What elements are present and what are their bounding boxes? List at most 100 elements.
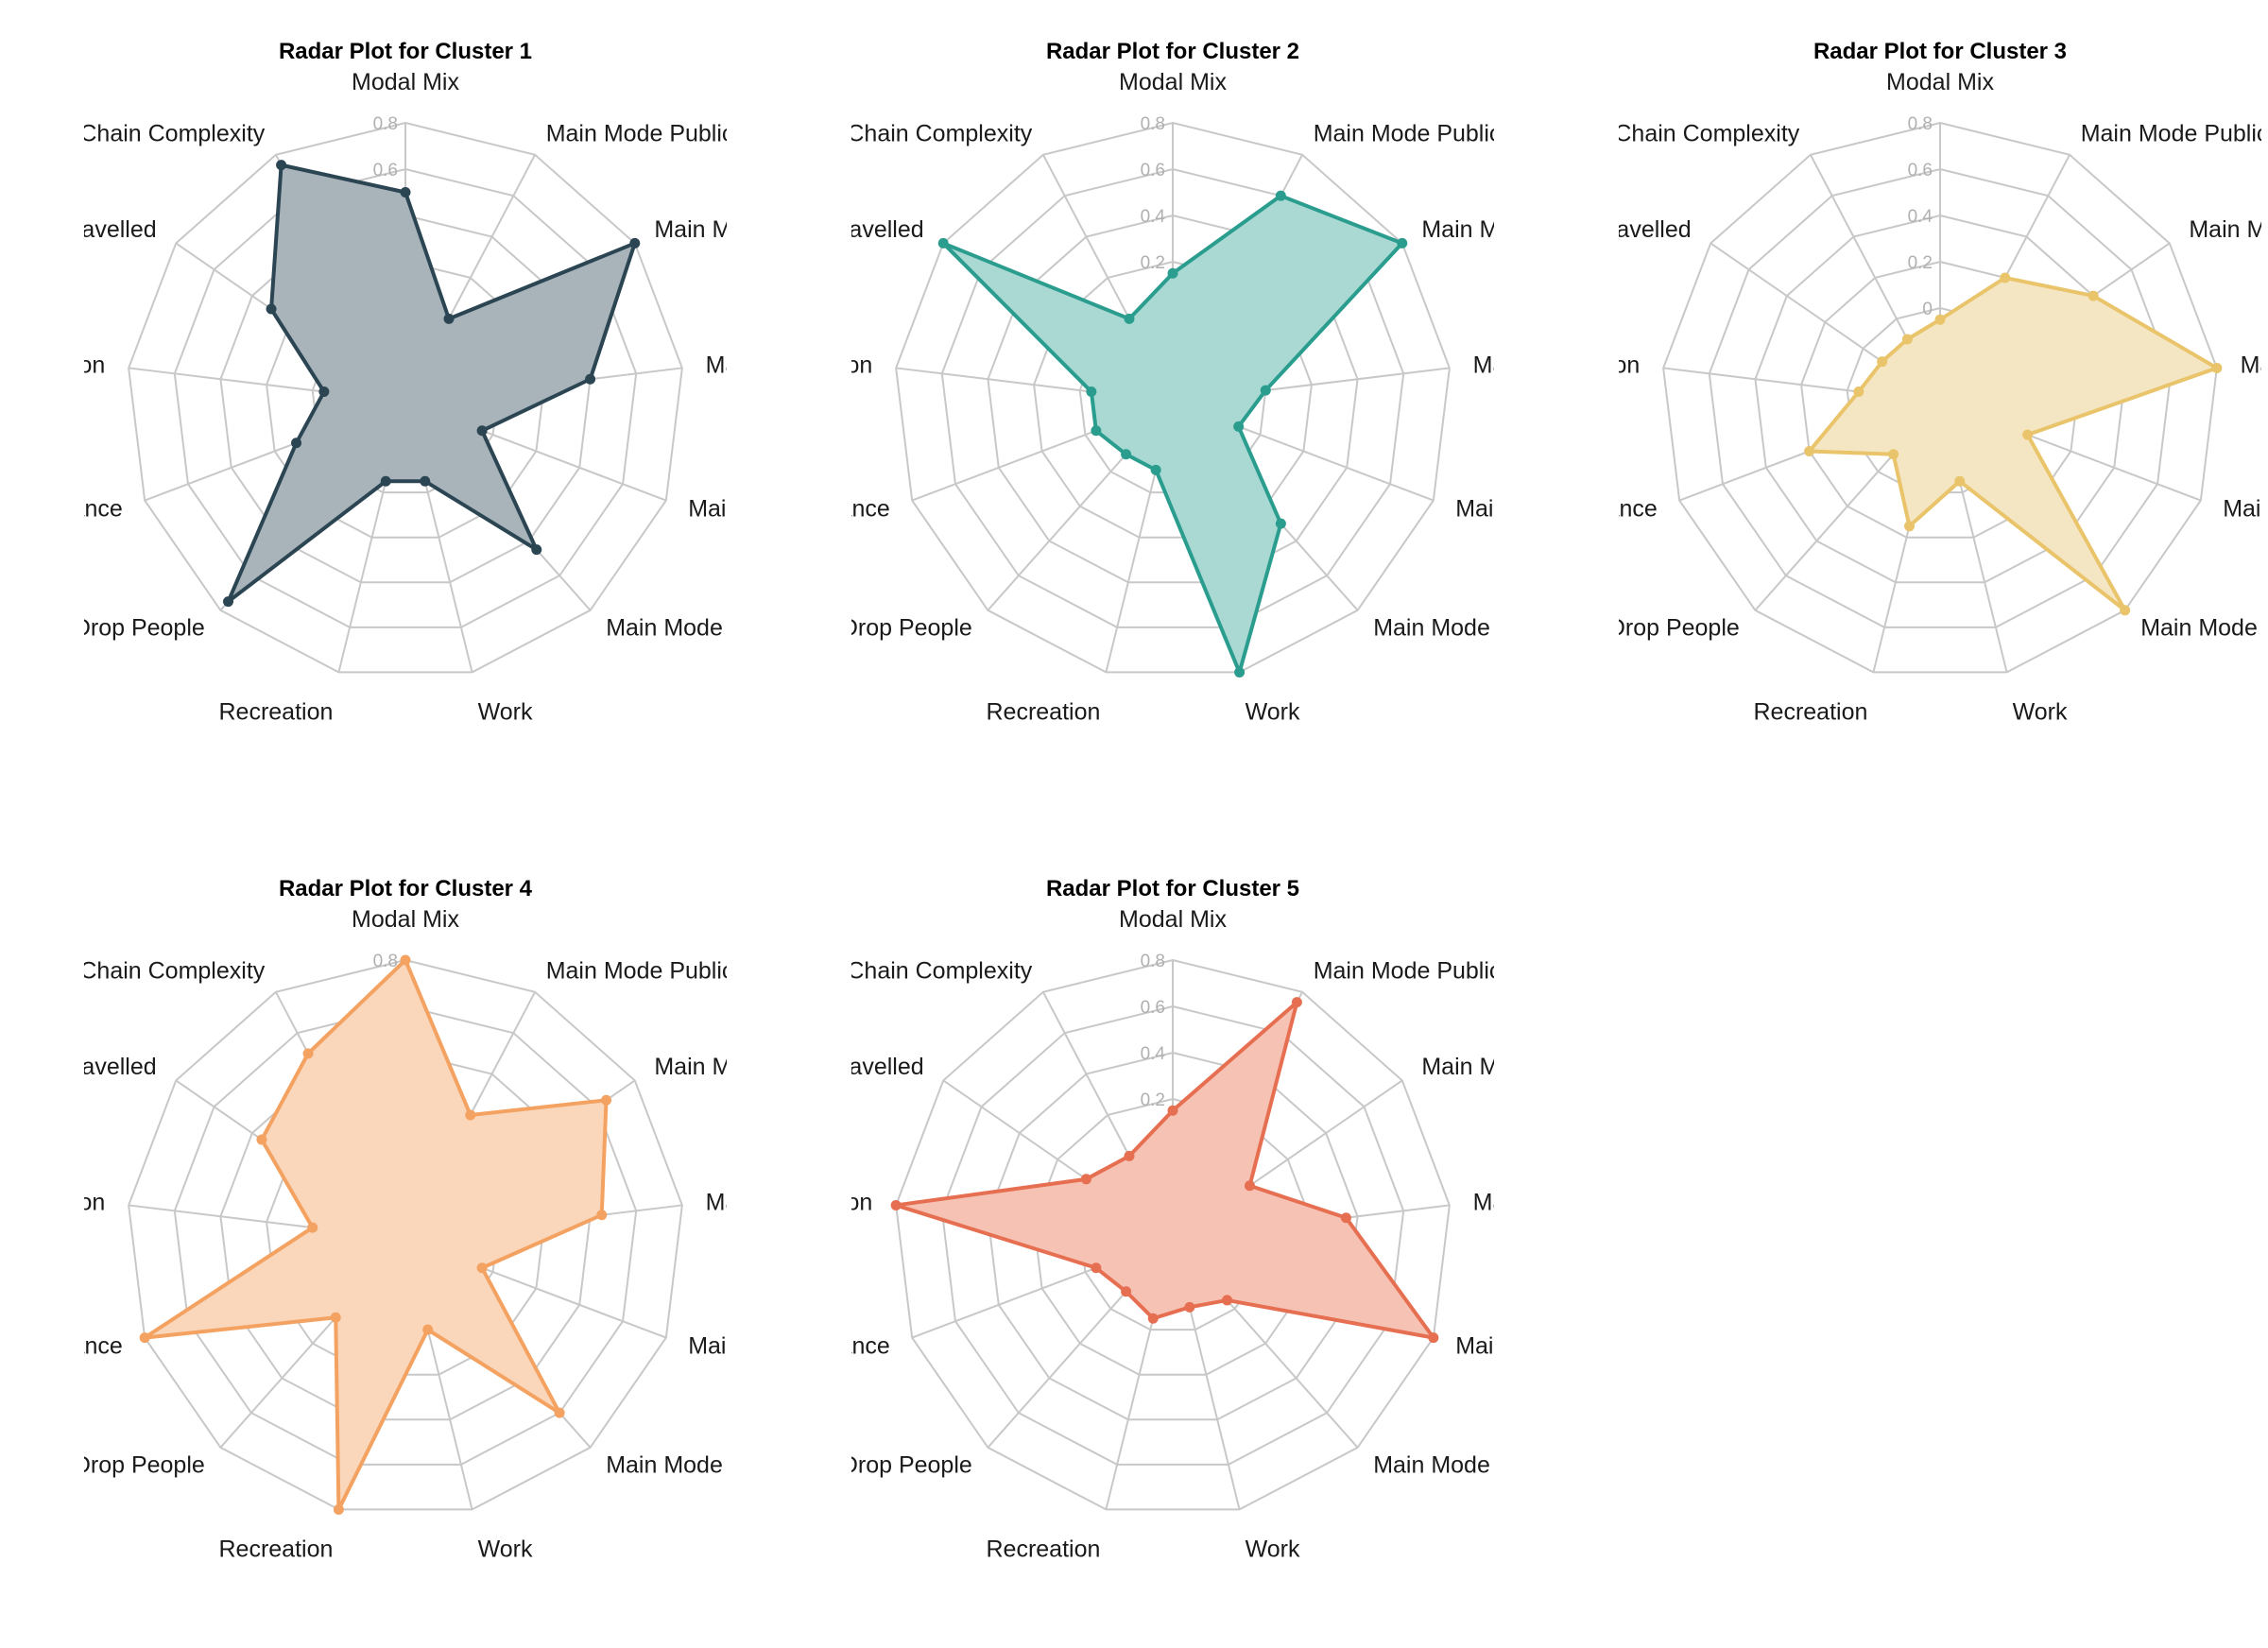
grid-ring — [128, 958, 683, 1511]
axis-label: aintenance — [7, 495, 122, 522]
data-point — [400, 187, 411, 197]
tick-label: 0.2 — [1141, 253, 1165, 273]
data-point — [1244, 1180, 1255, 1192]
data-point — [1934, 314, 1946, 325]
axis-label: aintenance — [7, 1332, 122, 1359]
data-point — [1260, 385, 1271, 396]
data-point — [380, 475, 391, 487]
series-area — [1807, 275, 2219, 612]
grid-spoke — [987, 1273, 1143, 1449]
axis-label: Main Mode c — [2241, 352, 2268, 378]
axis-label: Main Mode Electric Bike — [606, 615, 859, 642]
axis-label: Main Mode c — [706, 1189, 841, 1215]
data-point — [629, 237, 641, 249]
data-point — [1340, 1212, 1351, 1224]
data-point — [1888, 449, 1899, 460]
grid-ring — [940, 1004, 1405, 1466]
axis-label: Main Mode Public Transport — [1314, 958, 1607, 985]
data-point — [596, 1210, 608, 1221]
tick-label: 0.4 — [1908, 207, 1933, 227]
data-point — [276, 160, 287, 171]
grid-ring — [1662, 121, 2218, 674]
axis-label: aintenance — [774, 495, 889, 522]
tick-label: 0.8 — [1908, 114, 1933, 134]
data-point — [1121, 449, 1132, 460]
axis-label: stance Travelled — [752, 216, 924, 243]
chart-title: Radar Plot for Cluster 2 — [1046, 39, 1299, 64]
tick-label: 0.2 — [1908, 253, 1933, 273]
axis-label: Modal Mix — [352, 906, 459, 933]
axis-label: Chain Complexity — [847, 958, 1032, 985]
data-point — [554, 1407, 565, 1418]
tick-label: 0.4 — [1141, 207, 1166, 227]
data-point — [937, 237, 949, 249]
tick-label: 0.8 — [373, 952, 398, 971]
data-point — [1904, 521, 1916, 532]
chart-title: Radar Plot for Cluster 3 — [1813, 39, 2067, 64]
data-point — [422, 1324, 434, 1335]
data-point — [476, 1262, 488, 1274]
axis-label: Work — [478, 1536, 533, 1563]
data-point — [223, 596, 234, 608]
axis-label: Recreation — [987, 1536, 1101, 1563]
axis-label: stance Travelled — [752, 1054, 924, 1080]
tick-label: 0.6 — [1141, 998, 1165, 1018]
grid-spoke — [1182, 1284, 1241, 1510]
axis-label: Main Mode Passeng — [1421, 216, 1637, 243]
chart-title: Radar Plot for Cluster 5 — [1046, 876, 1299, 901]
data-point — [2088, 290, 2099, 301]
axis-label: Main Mode Electric Bike — [1373, 615, 1626, 642]
data-point — [333, 1503, 344, 1515]
axis-label: lucation — [24, 352, 105, 378]
grid-spoke — [1105, 447, 1163, 673]
series-area — [894, 1000, 1435, 1340]
data-point — [1091, 1262, 1102, 1274]
series-area — [143, 958, 609, 1512]
axis-label: lucation — [791, 1189, 872, 1215]
axis-label: Modal Mix — [352, 69, 459, 95]
axis-label: aintenance — [1541, 495, 1657, 522]
axis-label: aintenance — [774, 1332, 889, 1359]
axis-label: Main Mode c — [706, 352, 841, 378]
data-point — [1124, 1150, 1135, 1161]
axis-label: Modal Mix — [1119, 906, 1227, 933]
tick-label: 0.8 — [1141, 114, 1165, 134]
tick-label: 0.4 — [1141, 1044, 1166, 1064]
axis-label: Pick Drop People — [790, 615, 972, 642]
axis-label: Recreation — [1754, 699, 1868, 726]
axis-label: Work — [478, 699, 533, 726]
radar-chart-4: Radar Plot for Cluster 400.20.40.60.8Mod… — [7, 876, 841, 1563]
tick-label: 0 — [1922, 300, 1933, 319]
axis-label: Main Mode Non Ele — [2223, 495, 2268, 522]
axis-label: Main Mode Electric Bike — [1373, 1452, 1626, 1479]
data-point — [1167, 267, 1178, 279]
radar-chart-1: Radar Plot for Cluster 100.20.40.60.8Mod… — [0, 39, 859, 726]
data-point — [291, 438, 302, 449]
data-point — [1086, 386, 1097, 398]
axis-label: Chain Complexity — [847, 121, 1032, 147]
axis-label: Chain Complexity — [79, 121, 265, 147]
axis-label: Work — [1246, 699, 1300, 726]
data-point — [476, 425, 488, 437]
grid-ring — [940, 167, 1405, 628]
axis-label: Main Mode c — [1473, 1189, 1608, 1215]
data-point — [1147, 1313, 1159, 1324]
tick-label: 0.6 — [1141, 161, 1165, 180]
axis-label: Pick Drop People — [1557, 615, 1740, 642]
data-point — [2000, 272, 2011, 283]
data-point — [890, 1199, 902, 1210]
grid-ring — [1708, 167, 2173, 628]
tick-label: 0.2 — [1141, 1090, 1165, 1110]
data-point — [302, 1048, 314, 1059]
axis-label: Main Mode c — [1473, 352, 1608, 378]
data-point — [1428, 1332, 1439, 1344]
data-point — [400, 954, 411, 966]
data-point — [1804, 445, 1815, 456]
axis-label: stance Travelled — [0, 216, 157, 243]
axis-label: Main Mode Public Transport — [2081, 121, 2268, 147]
data-point — [139, 1332, 150, 1344]
axis-label: Modal Mix — [1119, 69, 1227, 95]
axis-label: Pick Drop People — [790, 1452, 972, 1479]
grid-spoke — [1810, 154, 1919, 361]
